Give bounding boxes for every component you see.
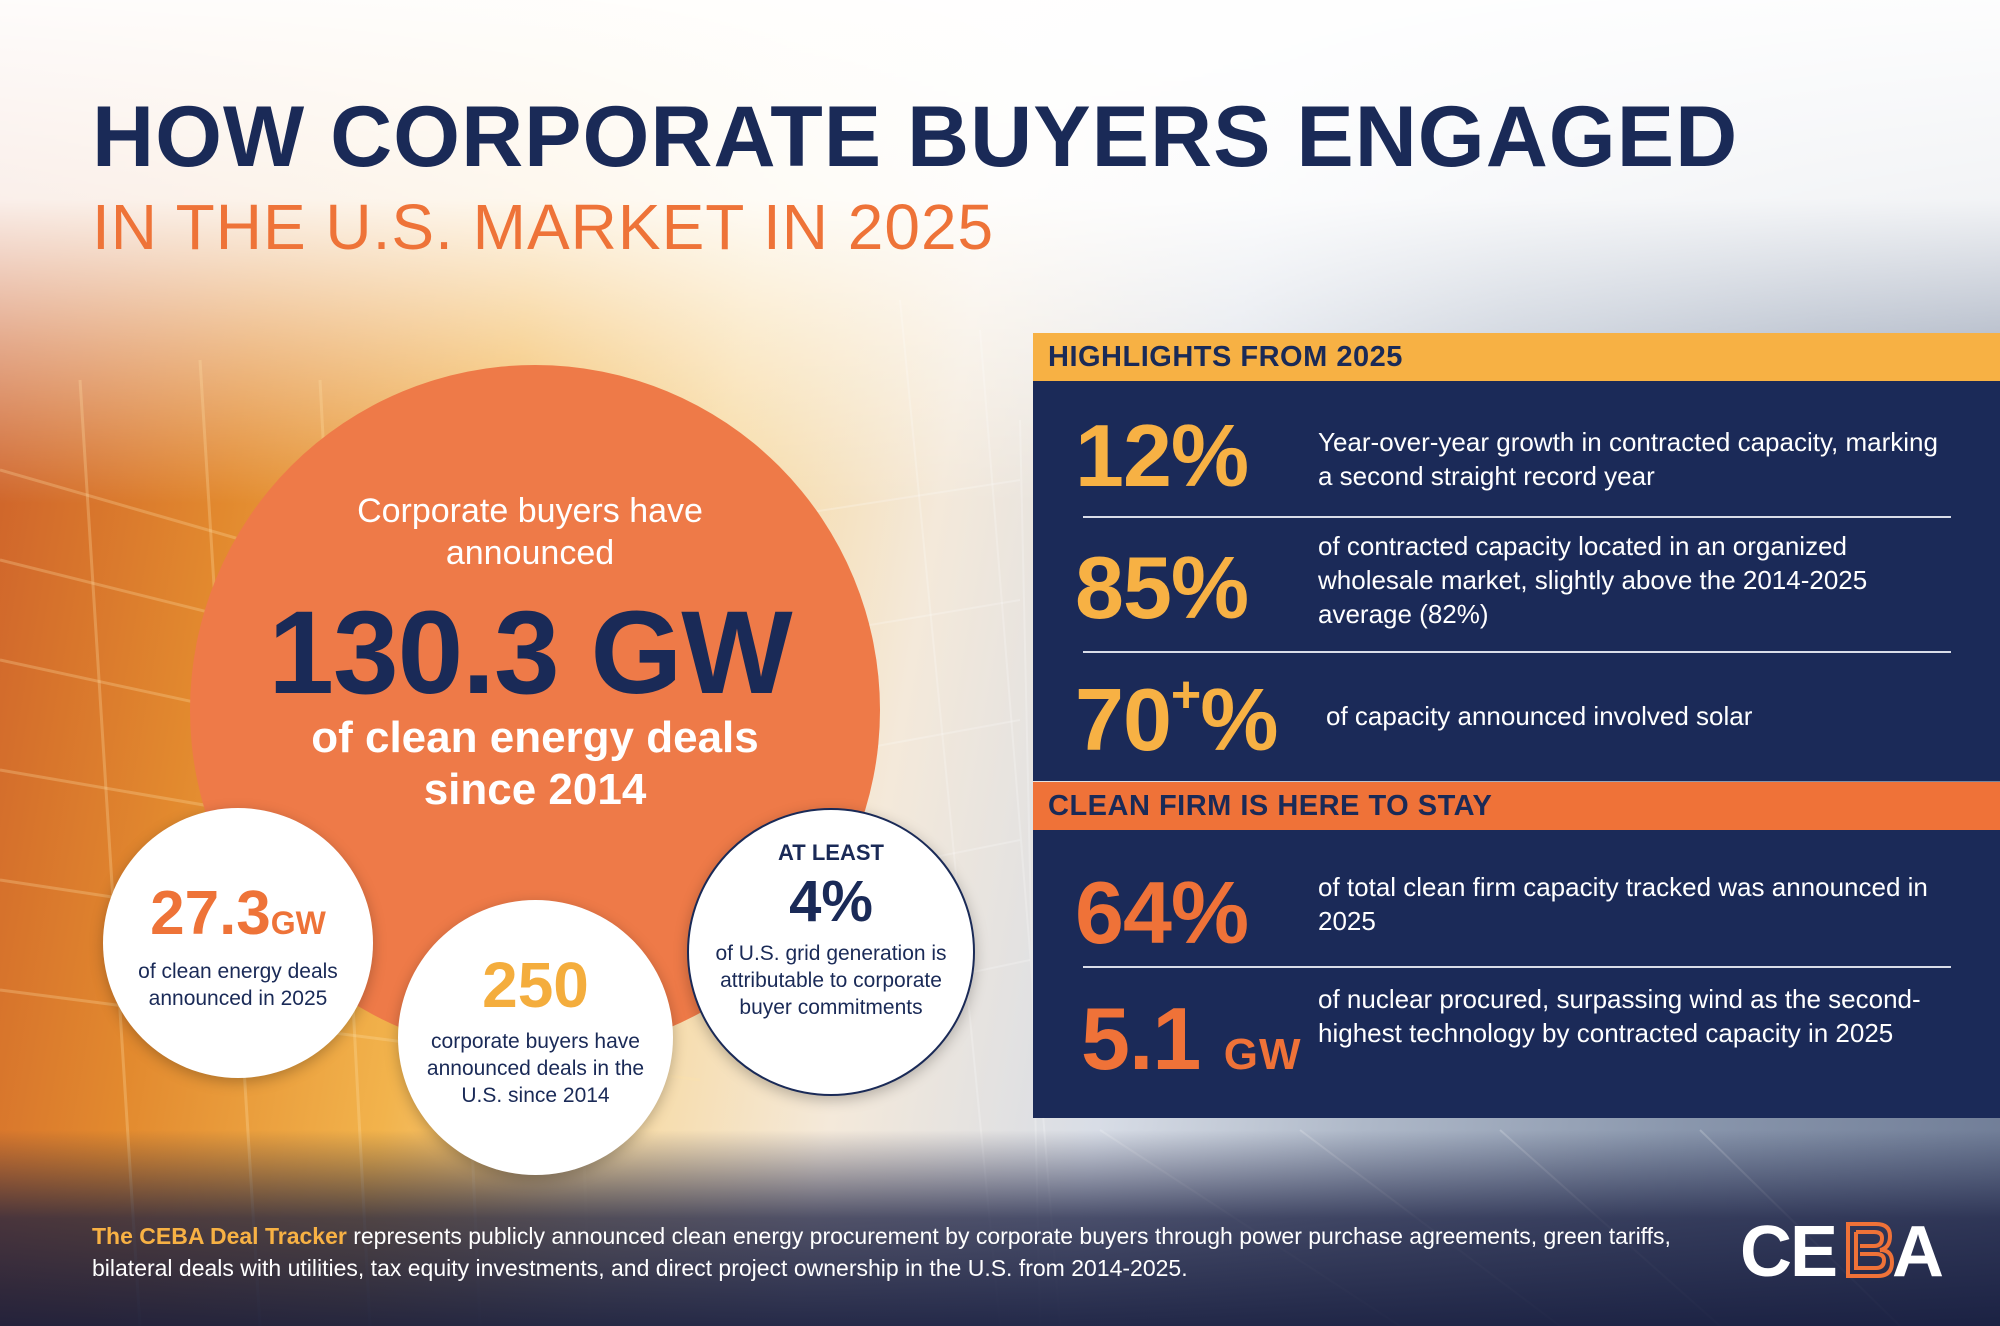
clean-firm-desc: of total clean firm capacity tracked was…: [1318, 872, 1928, 936]
divider: [1083, 516, 1951, 518]
clean-firm-value: 64%: [1075, 863, 1249, 962]
grid-share-desc: of U.S. grid generation is attributable …: [715, 942, 947, 1019]
total-gw-desc: of clean energy deals since 2014: [311, 713, 759, 814]
gw-2025-circle: 27.3GW of clean energy deals announced i…: [103, 808, 373, 1078]
buyers-circle: 250 corporate buyers have announced deal…: [398, 900, 673, 1175]
highlight-value: 12%: [1075, 406, 1249, 505]
highlight-value: 70+%: [1075, 666, 1279, 769]
clean-firm-panel: 64% of total clean firm capacity tracked…: [1033, 830, 2000, 1118]
footer-lead: The CEBA Deal Tracker: [92, 1223, 347, 1249]
highlights-panel: 12% Year-over-year growth in contracted …: [1033, 381, 2000, 781]
divider: [1083, 651, 1951, 653]
footer-note: The CEBA Deal Tracker represents publicl…: [92, 1220, 1692, 1284]
highlight-desc: of contracted capacity located in an org…: [1318, 531, 1868, 629]
highlight-desc: of capacity announced involved solar: [1326, 701, 1753, 731]
ceba-logo: CE A: [1740, 1214, 1944, 1286]
page-subtitle: IN THE U.S. MARKET IN 2025: [92, 191, 995, 263]
svg-text:A: A: [1892, 1214, 1944, 1286]
clean-firm-value: 5.1 GW: [1081, 989, 1302, 1088]
footer-text: represents publicly announced clean ener…: [92, 1223, 1671, 1281]
buyers-value: 250: [482, 949, 589, 1021]
highlight-desc: Year-over-year growth in contracted capa…: [1318, 427, 1938, 491]
total-gw-value: 130.3 GW: [268, 587, 792, 719]
gw-2025-unit: GW: [270, 905, 326, 941]
highlight-value: 85%: [1075, 538, 1249, 637]
gw-2025-desc: of clean energy deals announced in 2025: [138, 960, 338, 1010]
grid-share-prefix: AT LEAST: [778, 840, 884, 865]
page-title: HOW CORPORATE BUYERS ENGAGED: [92, 89, 1739, 185]
buyers-desc: corporate buyers have announced deals in…: [426, 1030, 645, 1107]
gw-2025-value: 27.3GW: [150, 879, 326, 948]
grid-share-value: 4%: [789, 869, 873, 934]
highlights-header: HIGHLIGHTS FROM 2025: [1033, 333, 2000, 381]
clean-firm-header: CLEAN FIRM IS HERE TO STAY: [1033, 782, 2000, 830]
svg-text:CE: CE: [1740, 1214, 1836, 1286]
total-intro-text: Corporate buyers have announced: [357, 492, 703, 572]
divider: [1083, 966, 1951, 968]
bottom-shade: [0, 1130, 2000, 1326]
clean-firm-desc: of nuclear procured, surpassing wind as …: [1318, 984, 1921, 1048]
grid-share-circle: AT LEAST 4% of U.S. grid generation is a…: [687, 808, 975, 1096]
